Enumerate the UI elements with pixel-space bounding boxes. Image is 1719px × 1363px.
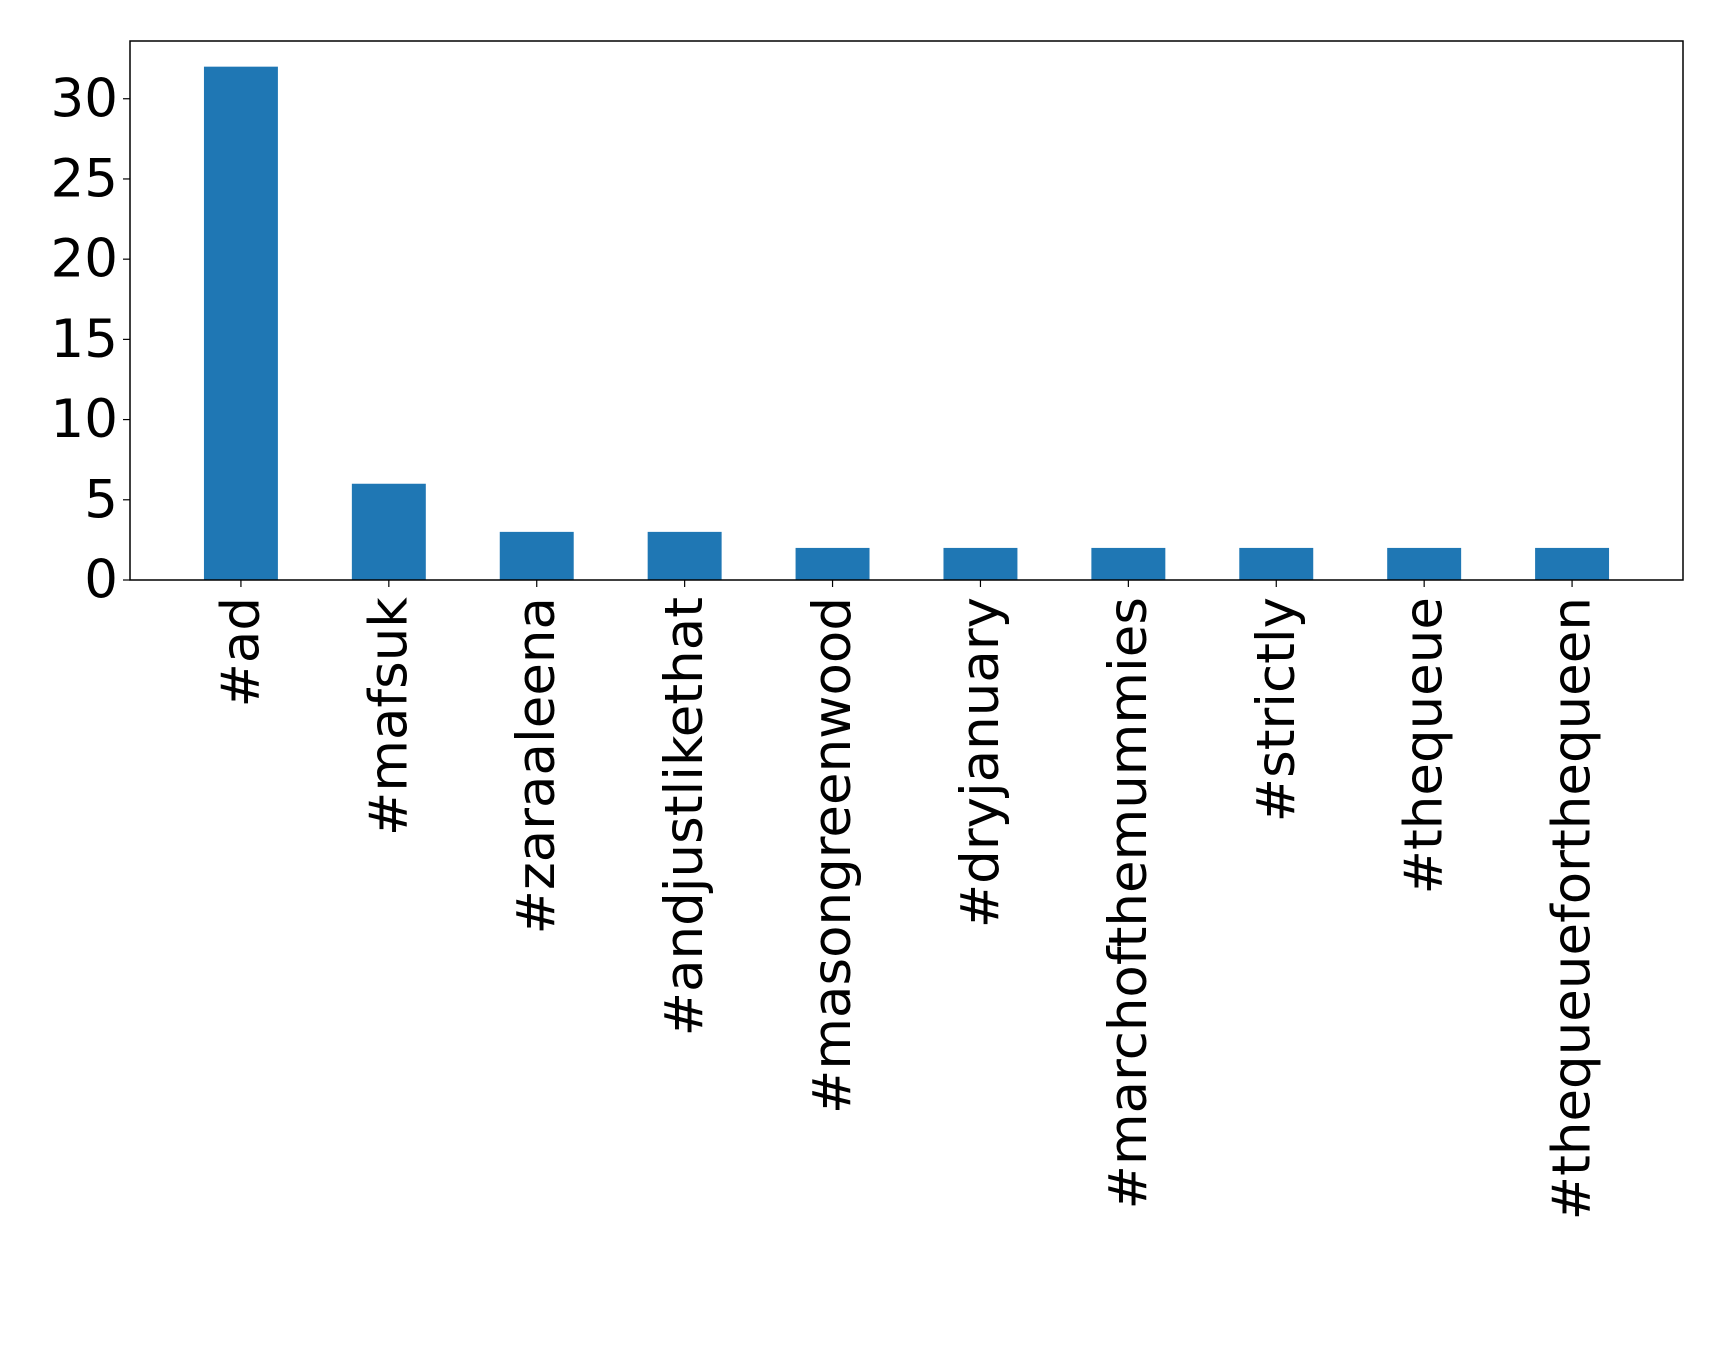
y-tick-label-0: 0: [84, 550, 118, 611]
x-tick-label-mafsuk: #mafsuk: [358, 597, 419, 836]
x-tick-label-zaraaleena: #zaraaleena: [506, 597, 567, 934]
y-tick-label-25: 25: [51, 148, 118, 209]
bar-mafsuk: [351, 483, 426, 580]
y-tick-label-15: 15: [51, 309, 118, 370]
y-tick-label-20: 20: [51, 229, 118, 290]
x-tick-label-strictly: #strictly: [1246, 597, 1307, 822]
bar-thequeueforthequeen: [1535, 547, 1610, 580]
bar-strictly: [1239, 547, 1314, 580]
bar-masongreenwood: [795, 547, 870, 580]
y-axis: 0 5 10 15 20 25 30: [51, 68, 130, 611]
x-tick-label-masongreenwood: #masongreenwood: [802, 597, 863, 1114]
x-tick-label-dryjanuary: #dryjanuary: [950, 597, 1011, 928]
x-axis: #ad #mafsuk #zaraaleena #andjustlikethat #ma…: [210, 580, 1603, 1220]
bars-group: [203, 66, 1610, 580]
bar-andjustlikethat: [647, 531, 722, 580]
bar-dryjanuary: [943, 547, 1018, 580]
bar-thequeue: [1387, 547, 1462, 580]
x-tick-label-andjustlikethat: #andjustlikethat: [654, 597, 715, 1036]
y-tick-label-10: 10: [51, 389, 118, 450]
x-tick-label-thequeueforthequeen: #thequeueforthequeen: [1542, 597, 1603, 1220]
x-tick-label-ad: #ad: [210, 597, 271, 708]
plot-frame: [129, 40, 1684, 581]
y-tick-label-30: 30: [51, 68, 118, 129]
x-tick-label-marchofthemummies: #marchofthemummies: [1098, 597, 1159, 1209]
bar-ad: [203, 66, 278, 580]
bar-marchofthemummies: [1091, 547, 1166, 580]
bar-zaraaleena: [499, 531, 574, 580]
x-tick-label-thequeue: #thequeue: [1394, 597, 1455, 894]
y-tick-label-5: 5: [84, 469, 118, 530]
